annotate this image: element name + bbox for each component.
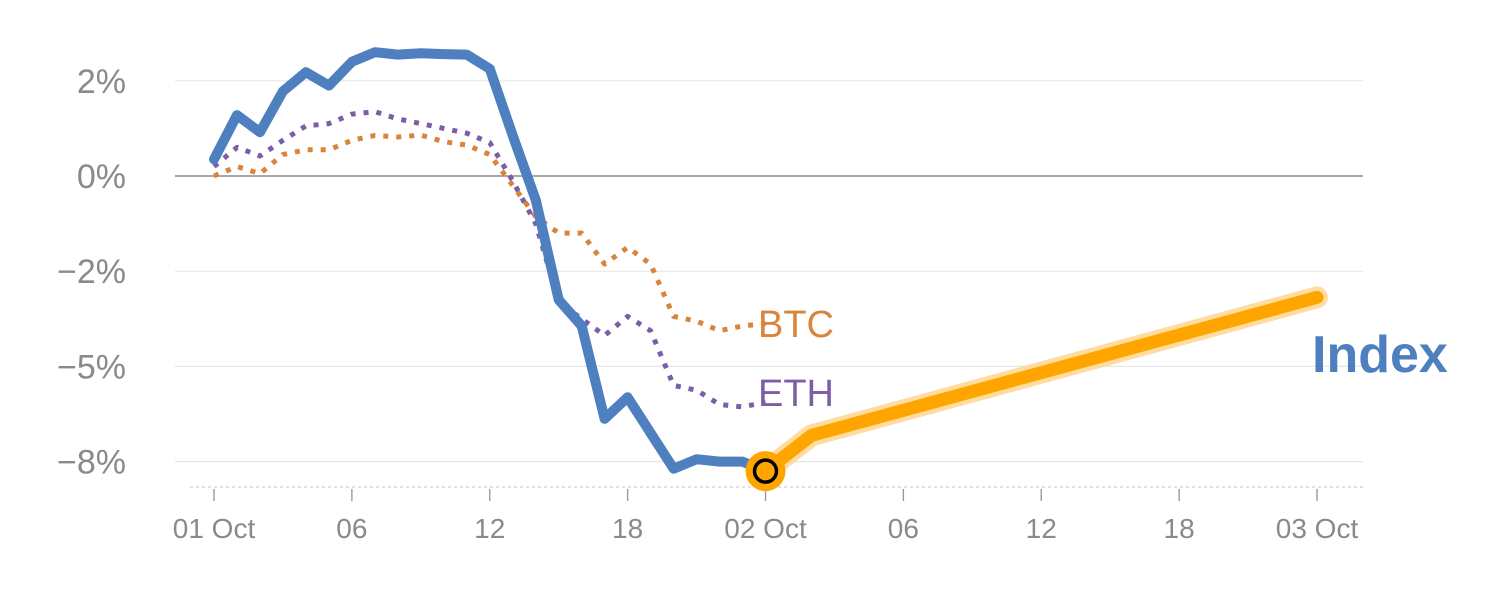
series-line-btc bbox=[213, 132, 766, 334]
series-line-eth bbox=[212, 109, 767, 410]
x-tick-label-5: 06 bbox=[888, 513, 919, 544]
x-tick-label-4: 02 Oct bbox=[724, 513, 807, 544]
series-lines bbox=[209, 47, 771, 477]
y-axis-ticks: 2% 0% −2% −5% −8% bbox=[57, 63, 126, 482]
btc-series-label: BTC bbox=[758, 304, 834, 346]
x-tick-label-1: 06 bbox=[336, 513, 367, 544]
x-tick-label-2: 12 bbox=[474, 513, 505, 544]
y-tick-label-4: −8% bbox=[57, 444, 126, 482]
x-tick-label-6: 12 bbox=[1026, 513, 1057, 544]
x-tick-label-8: 03 Oct bbox=[1276, 513, 1359, 544]
x-tick-label-3: 18 bbox=[612, 513, 643, 544]
y-tick-label-1: 0% bbox=[77, 158, 126, 196]
series-line-index bbox=[209, 47, 771, 477]
y-tick-label-2: −2% bbox=[57, 253, 126, 291]
series-labels: BTC ETH Index bbox=[758, 304, 1448, 415]
index-series-label: Index bbox=[1312, 326, 1448, 384]
index-projection bbox=[745, 286, 1328, 492]
current-point-marker bbox=[752, 458, 779, 484]
y-tick-label-0: 2% bbox=[77, 63, 126, 101]
x-tick-label-0: 01 Oct bbox=[173, 513, 256, 544]
projection-line bbox=[759, 290, 1324, 478]
grid-lines bbox=[175, 80, 1363, 488]
eth-series-label: ETH bbox=[758, 373, 834, 415]
x-tick-label-7: 18 bbox=[1164, 513, 1195, 544]
y-tick-label-3: −5% bbox=[57, 348, 126, 386]
x-axis-ticks: 01 Oct 06 12 18 02 Oct 06 12 18 03 Oct bbox=[173, 489, 1359, 544]
